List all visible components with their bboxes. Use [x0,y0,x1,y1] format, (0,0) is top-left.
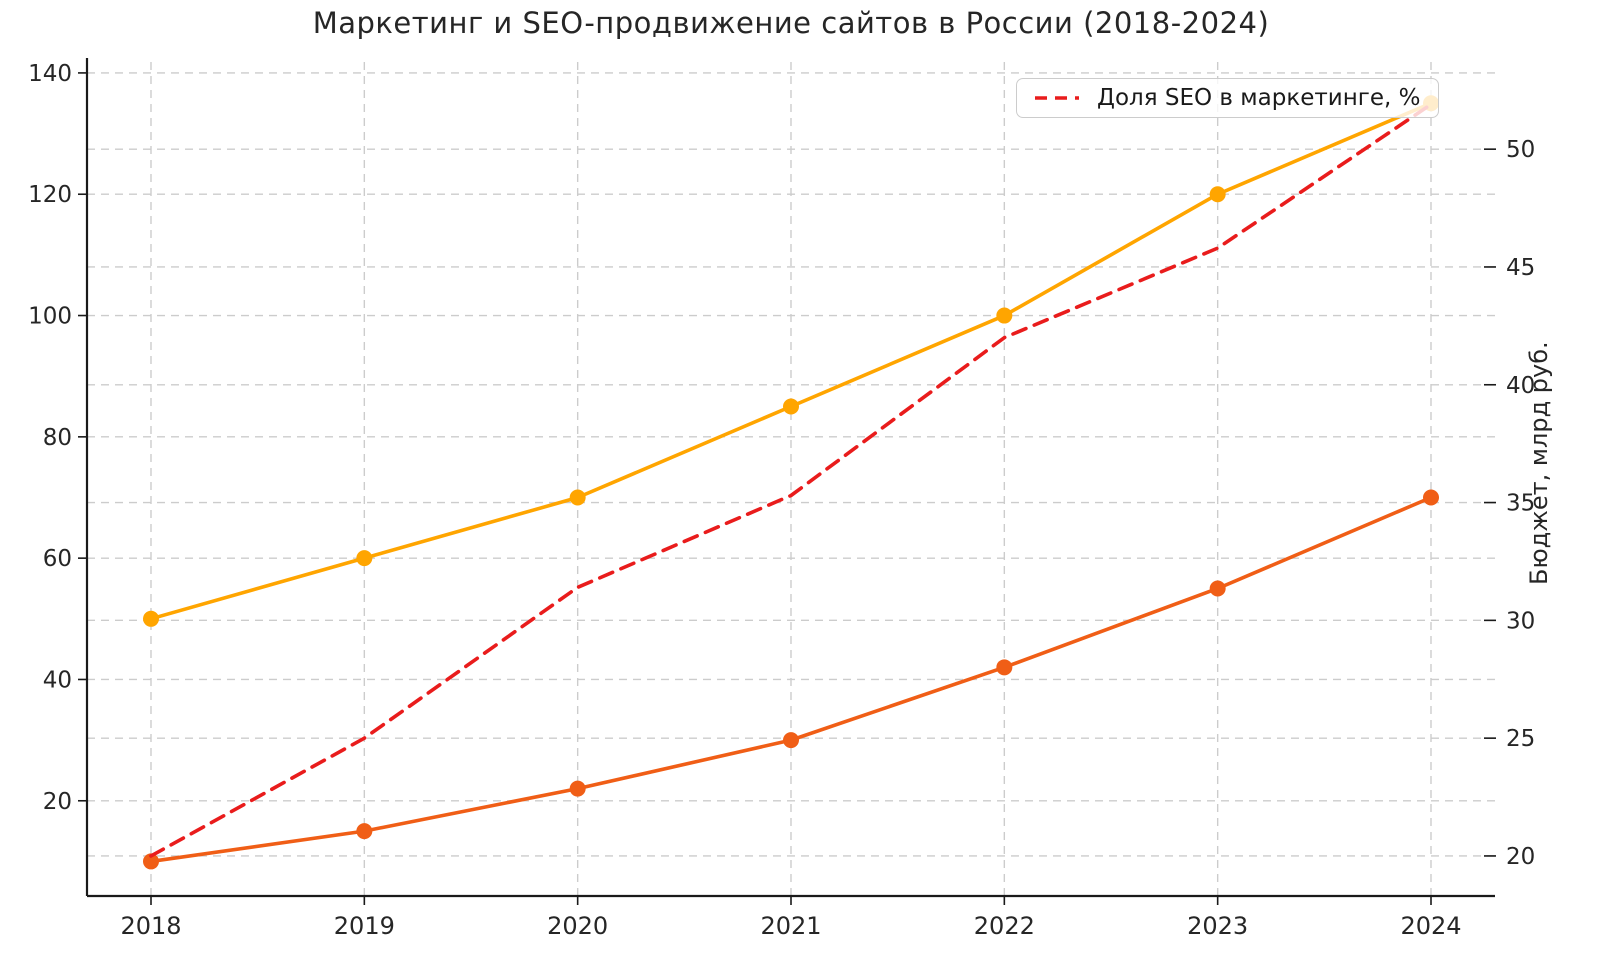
budget-line-light-orange-marker [143,610,159,627]
budget-line-dark-orange-marker [996,659,1013,676]
budget-line-dark-orange-marker [1209,580,1226,597]
chart-title: Маркетинг и SEO-продвижение сайтов в Рос… [312,6,1270,40]
seo-share-line-red-dashed [149,102,1433,858]
left-tick-label: 140 [28,61,72,87]
budget-line-dark-orange-marker [1423,489,1439,506]
x-tick-label: 2024 [1400,912,1461,940]
right-tick-label: 50 [1506,137,1535,163]
left-tick-label: 60 [43,546,72,572]
x-tick-label: 2023 [1187,912,1248,940]
budget-line-dark-orange-marker [783,732,799,749]
x-tick-label: 2022 [974,912,1035,940]
right-tick-label: 45 [1506,255,1535,281]
left-tick-label: 120 [28,182,72,208]
budget-line-dark-orange-marker [356,823,373,840]
budget-line-dark-orange-marker [569,780,586,797]
left-tick-label: 20 [43,789,72,815]
right-axis-title: Бюджет, млрд руб. [1525,341,1553,585]
left-tick-label: 100 [28,304,72,330]
right-tick-label: 25 [1506,726,1535,752]
legend-box: Доля SEO в маркетинге, % [1016,78,1440,118]
x-tick-label: 2018 [120,912,181,940]
legend-dash-icon [1035,96,1079,100]
budget-line-light-orange-marker [1209,186,1226,203]
x-tick-label: 2021 [760,912,821,940]
left-tick-label: 80 [43,425,72,451]
right-tick-label: 40 [1506,373,1535,399]
budget-line-light-orange-marker [783,398,799,415]
budget-line-dark-orange-marker [143,853,159,870]
x-tick-label: 2020 [547,912,608,940]
right-tick-label: 30 [1506,608,1535,634]
left-tick-label: 40 [43,667,72,693]
legend-item-label: Доля SEO в маркетинге, % [1097,85,1421,111]
x-tick-label: 2019 [334,912,395,940]
budget-line-light-orange-marker [996,307,1013,324]
right-tick-label: 35 [1506,491,1535,517]
budget-line-light-orange-marker [356,550,373,567]
right-tick-label: 20 [1506,844,1535,870]
budget-line-light-orange-marker [569,489,586,506]
